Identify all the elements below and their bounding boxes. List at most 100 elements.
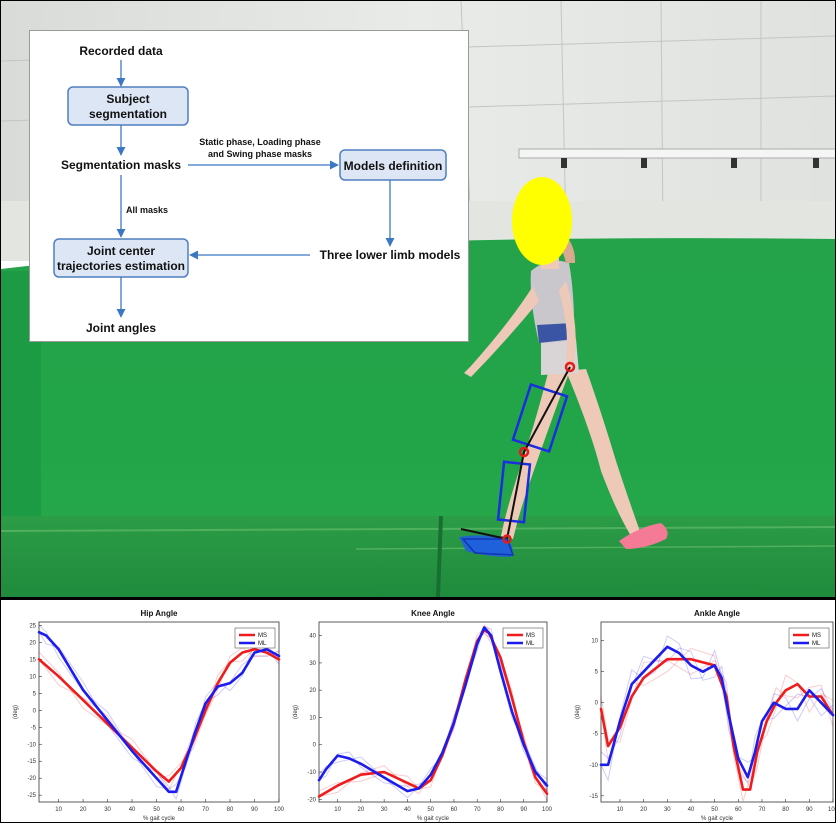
ankle-joint xyxy=(502,534,512,544)
y-tick-label: -25 xyxy=(27,793,36,799)
trial-trace xyxy=(600,647,834,784)
x-tick-label: 80 xyxy=(782,807,789,813)
label-trajectories: trajectories estimation xyxy=(57,259,185,273)
x-tick-label: 30 xyxy=(381,807,388,813)
series-line-ml xyxy=(599,645,835,779)
legend-label: MS xyxy=(526,633,535,639)
plot-area xyxy=(600,621,834,803)
x-tick-label: 20 xyxy=(640,807,647,813)
y-tick-label: 10 xyxy=(591,639,598,645)
y-tick-label: -15 xyxy=(27,759,36,765)
y-tick-label: -15 xyxy=(589,794,598,800)
face-blur xyxy=(512,177,572,265)
series-line-ml xyxy=(317,626,549,793)
joint-angle-plots: Hip Angle 10 20 30 40 50 60 70 80 90 100 25 20 15 10 5 0… xyxy=(1,600,835,822)
x-tick-label: 70 xyxy=(474,807,481,813)
y-tick-label: 40 xyxy=(309,634,316,640)
label-models-definition: Models definition xyxy=(344,159,443,173)
series-line-ms xyxy=(599,657,835,791)
x-axis-label: % gait cycle xyxy=(701,816,734,822)
legend-label: MS xyxy=(258,633,267,639)
y-tick-label: 0 xyxy=(595,701,599,707)
y-tick-label: 25 xyxy=(29,623,36,629)
x-tick-label: 40 xyxy=(688,807,695,813)
y-axis-label: (deg) xyxy=(13,705,19,719)
x-tick-label: 50 xyxy=(427,807,434,813)
y-axis-label: (deg) xyxy=(293,705,299,719)
x-tick-label: 10 xyxy=(334,807,341,813)
gait-photo: Recorded data Subject segmentation Segme… xyxy=(1,1,835,598)
chart-title: Hip Angle xyxy=(140,609,178,618)
y-tick-label: 20 xyxy=(29,640,36,646)
x-tick-label: 50 xyxy=(153,807,160,813)
x-tick-label: 10 xyxy=(55,807,62,813)
legend-label: ML xyxy=(258,641,267,647)
x-tick-label: 60 xyxy=(451,807,458,813)
y-tick-label: -10 xyxy=(589,763,598,769)
x-tick-label: 80 xyxy=(497,807,504,813)
knee-joint xyxy=(518,446,530,458)
x-tick-label: 20 xyxy=(80,807,87,813)
x-tick-label: 100 xyxy=(274,807,285,813)
trial-trace xyxy=(38,631,280,801)
x-axis-label: % gait cycle xyxy=(143,816,176,822)
legend xyxy=(788,627,830,649)
label-seg-masks: Segmentation masks xyxy=(61,158,181,172)
label-segmentation: segmentation xyxy=(89,107,167,121)
label-subject: Subject xyxy=(106,92,149,106)
x-tick-label: 60 xyxy=(735,807,742,813)
ceiling-light-bar xyxy=(518,148,835,159)
legend-label: ML xyxy=(812,641,821,647)
divider xyxy=(1,597,835,600)
x-tick-label: 100 xyxy=(542,807,553,813)
y-tick-label: 5 xyxy=(33,691,37,697)
chart-2: Ankle Angle1020304050607080901001050-5-1… xyxy=(575,609,835,822)
subject-segmentation-box xyxy=(67,86,189,126)
lower-limb-model-overlay xyxy=(460,361,576,556)
label-joint-center: Joint center xyxy=(87,244,155,258)
x-axis-label: % gait cycle xyxy=(417,816,450,822)
y-tick-label: 5 xyxy=(595,670,599,676)
y-tick-label: 10 xyxy=(309,715,316,721)
label-joint-angles: Joint angles xyxy=(86,321,156,335)
hip-joint xyxy=(564,361,576,373)
legend-label: ML xyxy=(526,641,535,647)
y-tick-label: 15 xyxy=(29,657,36,663)
label-static-note-2: and Swing phase masks xyxy=(208,149,312,159)
trial-trace xyxy=(38,647,280,791)
y-tick-label: 30 xyxy=(309,661,316,667)
x-tick-label: 60 xyxy=(178,807,185,813)
x-tick-label: 20 xyxy=(358,807,365,813)
y-axis-label: (deg) xyxy=(575,705,581,719)
y-tick-label: -5 xyxy=(31,725,37,731)
y-tick-label: -10 xyxy=(307,770,316,776)
x-tick-label: 50 xyxy=(711,807,718,813)
walking-subject xyxy=(459,177,668,557)
x-tick-label: 40 xyxy=(129,807,136,813)
x-tick-label: 90 xyxy=(806,807,813,813)
thigh-box xyxy=(511,382,569,454)
models-definition-box xyxy=(339,149,447,181)
series-line-ml xyxy=(37,630,281,794)
chart-title: Knee Angle xyxy=(411,609,455,618)
x-tick-label: 70 xyxy=(759,807,766,813)
y-tick-label: 0 xyxy=(313,743,317,749)
y-tick-label: -10 xyxy=(27,742,36,748)
y-tick-label: 0 xyxy=(33,708,37,714)
label-recorded-data: Recorded data xyxy=(79,44,163,58)
label-static-note-1: Static phase, Loading phase xyxy=(199,137,321,147)
x-tick-label: 90 xyxy=(251,807,258,813)
x-tick-label: 80 xyxy=(227,807,234,813)
y-tick-label: -20 xyxy=(307,797,316,803)
chart-title: Ankle Angle xyxy=(694,609,740,618)
y-tick-label: 20 xyxy=(309,688,316,694)
legend xyxy=(502,627,544,649)
x-tick-label: 90 xyxy=(520,807,527,813)
pipeline-flowchart: Recorded data Subject segmentation Segme… xyxy=(29,30,469,342)
y-tick-label: -20 xyxy=(27,776,36,782)
label-all-masks: All masks xyxy=(126,205,168,215)
y-tick-label: 10 xyxy=(29,674,36,680)
